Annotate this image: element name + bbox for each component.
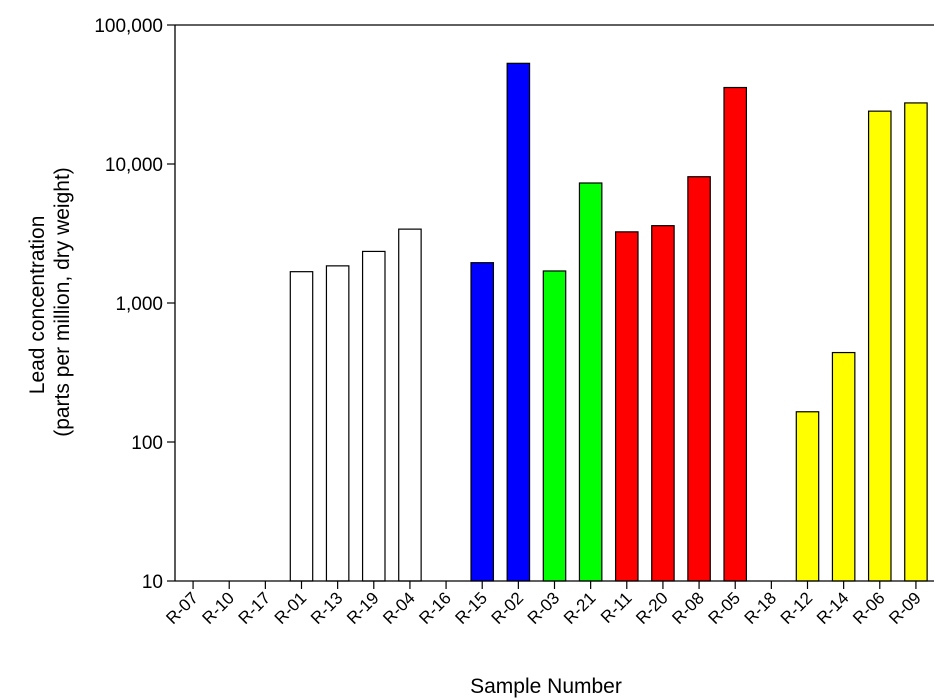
x-tick-label: R-05 xyxy=(705,588,744,627)
x-tick-label: R-13 xyxy=(307,588,346,627)
bar-r-01 xyxy=(289,271,314,582)
y-tick-label: 10,000 xyxy=(105,155,163,176)
y-tick-label: 100 xyxy=(131,433,163,454)
x-tick-label: R-02 xyxy=(488,588,527,627)
x-tick-label: R-10 xyxy=(199,588,238,627)
bars-group xyxy=(289,62,928,582)
x-ticks-group: R-07R-10R-17R-01R-13R-19R-04R-16R-15R-02… xyxy=(162,581,925,628)
bar-r-04 xyxy=(398,228,422,582)
x-tick-label: R-19 xyxy=(343,588,382,627)
bar-r-21 xyxy=(578,182,603,582)
x-tick-label: R-20 xyxy=(632,588,671,627)
bar-r-06 xyxy=(867,110,892,582)
x-tick-label: R-16 xyxy=(415,588,454,627)
x-tick-label: R-14 xyxy=(813,588,852,627)
y-axis-title: Lead concentration (parts per million, d… xyxy=(26,167,74,437)
bar-r-11 xyxy=(614,231,639,582)
x-tick-label: R-09 xyxy=(885,588,924,627)
y-axis-title-line-2: (parts per million, dry weight) xyxy=(51,167,74,437)
x-tick-label: R-15 xyxy=(452,588,491,627)
x-tick-label: R-17 xyxy=(235,588,274,627)
x-tick-label: R-11 xyxy=(597,588,636,627)
bar-r-05 xyxy=(723,86,748,582)
x-tick-label: R-03 xyxy=(524,588,563,627)
y-tick-label: 1,000 xyxy=(115,294,163,315)
bar-r-03 xyxy=(542,270,567,582)
y-axis-title-line-1: Lead concentration xyxy=(26,216,49,395)
x-tick-label: R-18 xyxy=(741,588,780,627)
x-tick-label: R-21 xyxy=(560,588,599,627)
bar-r-12 xyxy=(795,411,820,582)
x-tick-label: R-08 xyxy=(668,588,707,627)
y-tick-label: 10 xyxy=(142,572,163,593)
x-tick-label: R-12 xyxy=(777,588,816,627)
x-axis-title: Sample Number xyxy=(470,675,622,698)
bar-r-09 xyxy=(904,102,928,582)
bar-r-02 xyxy=(506,62,531,582)
x-tick-label: R-04 xyxy=(379,588,418,627)
x-tick-label: R-06 xyxy=(849,588,888,627)
y-tick-label: 100,000 xyxy=(94,16,163,37)
bar-r-20 xyxy=(651,225,675,582)
bar-r-15 xyxy=(470,262,495,582)
bar-r-08 xyxy=(687,176,711,582)
x-tick-label: R-01 xyxy=(271,588,310,627)
x-tick-label: R-07 xyxy=(162,588,201,627)
bar-r-19 xyxy=(361,250,386,582)
bar-r-13 xyxy=(325,265,350,582)
bar-r-14 xyxy=(831,351,856,582)
y-ticks-group: 10 100 1,000 10,000 100,000 xyxy=(94,16,175,593)
